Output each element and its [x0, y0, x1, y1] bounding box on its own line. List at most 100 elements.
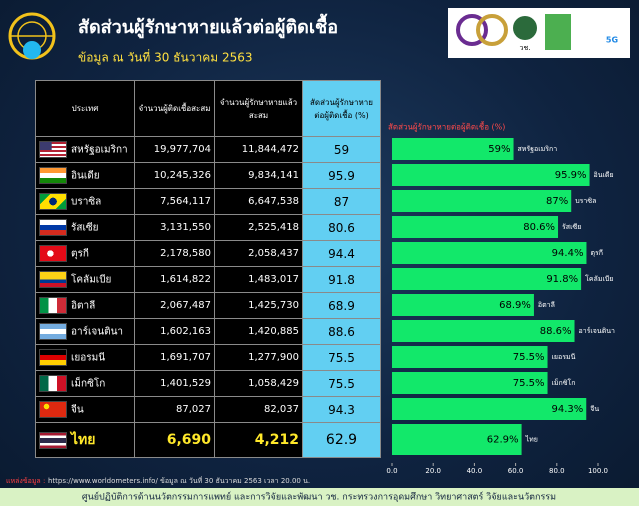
ratio-cell: 87	[302, 188, 381, 215]
category-label: บราซิล	[575, 197, 596, 205]
value-label: 95.9%	[555, 170, 587, 181]
bar	[392, 268, 582, 290]
category-label: โคลัมเบีย	[585, 274, 613, 283]
count-cell: 4,212	[214, 422, 303, 458]
ratio-cell: 94.4	[302, 240, 381, 267]
country-cell: อิตาลี	[35, 292, 135, 319]
count-cell: 1,401,529	[134, 370, 215, 397]
column-header: ประเทศ	[35, 80, 135, 137]
value-label: 75.5%	[513, 352, 545, 363]
count-cell: 3,131,550	[134, 214, 215, 241]
country-name: บราซิล	[71, 196, 102, 208]
flag	[39, 323, 67, 340]
table-row: ไทย 6,690 4,212 62.9	[35, 422, 381, 458]
logo	[456, 14, 488, 46]
bar	[392, 190, 572, 212]
ratio-cell: 62.9	[302, 422, 381, 458]
header-row: ประเทศ จำนวนผู้ติดเชื้อสะสม จำนวนผู้รักษาห…	[35, 80, 381, 137]
ratio-cell: 59	[302, 136, 381, 163]
bar	[392, 398, 587, 420]
logo-text: วช.	[520, 44, 531, 52]
count-cell: 9,834,141	[214, 162, 303, 189]
x-tick-label: 60.0	[508, 467, 524, 475]
subtitle: ข้อมูล ณ วันที่ 30 ธันวาคม 2563	[78, 49, 252, 66]
chart-title: สัดส่วนผู้รักษาหายต่อผู้ติดเชื้อ (%)	[388, 121, 505, 133]
count-cell: 2,178,580	[134, 240, 215, 267]
value-label: 88.6%	[540, 326, 572, 337]
count-cell: 1,425,730	[214, 292, 303, 319]
value-label: 59%	[488, 144, 510, 155]
count-cell: 6,690	[134, 422, 215, 458]
country-name: อาร์เจนตินา	[71, 326, 124, 338]
count-cell: 1,614,822	[134, 266, 215, 293]
country-name: อินเดีย	[71, 170, 100, 182]
value-label: 91.8%	[546, 274, 578, 285]
count-cell: 82,037	[214, 396, 303, 423]
ratio-cell: 91.8	[302, 266, 381, 293]
bar	[392, 424, 522, 455]
country-cell: อาร์เจนตินา	[35, 318, 135, 345]
count-cell: 2,058,437	[214, 240, 303, 267]
country-cell: จีน	[35, 396, 135, 423]
country-name: ไทย	[71, 432, 96, 448]
source: https://www.worldometers.info/ ข้อมูล ณ …	[48, 476, 310, 485]
count-cell: 87,027	[134, 396, 215, 423]
bar	[392, 216, 559, 238]
table-row: อาร์เจนตินา 1,602,163 1,420,885 88.6	[35, 318, 381, 345]
table-row: เม็กซิโก 1,401,529 1,058,429 75.5	[35, 370, 381, 397]
table-row: อินเดีย 10,245,326 9,834,141 95.9	[35, 162, 381, 189]
ratio-cell: 94.3	[302, 396, 381, 423]
table-row: จีน 87,027 82,037 94.3	[35, 396, 381, 423]
column-header: สัดส่วนผู้รักษาหายต่อผู้ติดเชื้อ (%)	[302, 80, 381, 137]
category-label: อินเดีย	[594, 171, 614, 179]
flag	[39, 167, 67, 184]
x-tick-label: 80.0	[549, 467, 565, 475]
flag	[39, 193, 67, 210]
ratio-cell: 68.9	[302, 292, 381, 319]
count-cell: 6,647,538	[214, 188, 303, 215]
footer-bar	[0, 488, 639, 506]
country-cell: ตุรกี	[35, 240, 135, 267]
logo	[545, 14, 571, 50]
country-name: โคลัมเบีย	[71, 274, 112, 286]
count-cell: 2,525,418	[214, 214, 303, 241]
ratio-cell: 80.6	[302, 214, 381, 241]
value-label: 94.3%	[551, 404, 583, 415]
flag	[39, 219, 67, 236]
count-cell: 19,977,704	[134, 136, 215, 163]
ratio-cell: 88.6	[302, 318, 381, 345]
bar	[392, 138, 514, 160]
title: สัดส่วนผู้รักษาหายแล้วต่อผู้ติดเชื้อ	[78, 13, 338, 39]
bar	[392, 242, 587, 264]
table-row: รัสเซีย 3,131,550 2,525,418 80.6	[35, 214, 381, 241]
country-cell: บราซิล	[35, 188, 135, 215]
table-row: บราซิล 7,564,117 6,647,538 87	[35, 188, 381, 215]
logo	[513, 16, 537, 40]
country-cell: รัสเซีย	[35, 214, 135, 241]
count-cell: 10,245,326	[134, 162, 215, 189]
category-label: เยอรมนี	[552, 353, 576, 361]
category-label: อิตาลี	[538, 301, 555, 309]
bar	[392, 164, 590, 186]
value-label: 94.4%	[552, 248, 584, 259]
bar	[392, 320, 575, 342]
category-label: ไทย	[525, 435, 538, 444]
country-name: เยอรมนี	[71, 352, 106, 364]
category-label: รัสเซีย	[562, 223, 581, 231]
country-name: เม็กซิโก	[71, 378, 106, 390]
country-cell: อินเดีย	[35, 162, 135, 189]
value-label: 62.9%	[487, 435, 519, 446]
count-cell: 11,844,472	[214, 136, 303, 163]
data-table: ประเทศ จำนวนผู้ติดเชื้อสะสม จำนวนผู้รักษาห…	[35, 80, 381, 458]
count-cell: 7,564,117	[134, 188, 215, 215]
flag	[39, 245, 67, 262]
category-label: อาร์เจนตินา	[579, 327, 616, 335]
country-cell: โคลัมเบีย	[35, 266, 135, 293]
x-tick-label: 20.0	[425, 467, 441, 475]
count-cell: 1,602,163	[134, 318, 215, 345]
logo	[476, 14, 508, 46]
country-name: รัสเซีย	[71, 222, 99, 234]
country-cell: เม็กซิโก	[35, 370, 135, 397]
column-header: จำนวนผู้ติดเชื้อสะสม	[134, 80, 215, 137]
